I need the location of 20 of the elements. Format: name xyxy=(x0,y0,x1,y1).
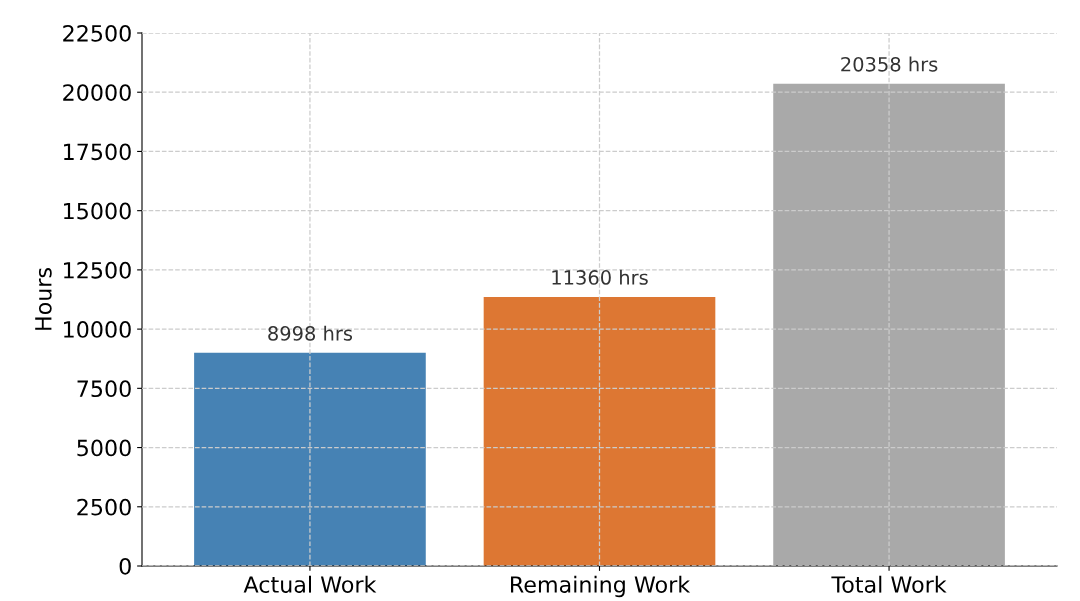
y-tick-label: 0 xyxy=(119,557,131,575)
data-label: 20358 hrs xyxy=(841,56,938,72)
data-label: 11360 hrs xyxy=(552,269,648,285)
bar xyxy=(773,83,1005,566)
y-tick-label: 2500 xyxy=(77,498,131,516)
y-axis-title: Hours xyxy=(35,268,52,330)
y-tick-label: 5000 xyxy=(77,439,131,457)
data-label: 8998 hrs xyxy=(268,325,353,341)
y-tick-label: 15000 xyxy=(64,202,131,220)
y-tick-label: 12500 xyxy=(64,261,131,279)
y-tick-label: 17500 xyxy=(64,143,131,161)
y-tick-label: 22500 xyxy=(63,24,131,42)
y-tick-label: 7500 xyxy=(77,380,131,398)
x-tick-label: Total Work xyxy=(831,575,947,593)
y-tick-label: 10000 xyxy=(64,321,131,338)
bar xyxy=(194,352,426,566)
x-tick-label: Actual Work xyxy=(243,575,377,593)
bar xyxy=(483,296,716,566)
y-tick-label: 20000 xyxy=(63,84,131,101)
x-tick-label: Remaining Work xyxy=(511,575,691,598)
